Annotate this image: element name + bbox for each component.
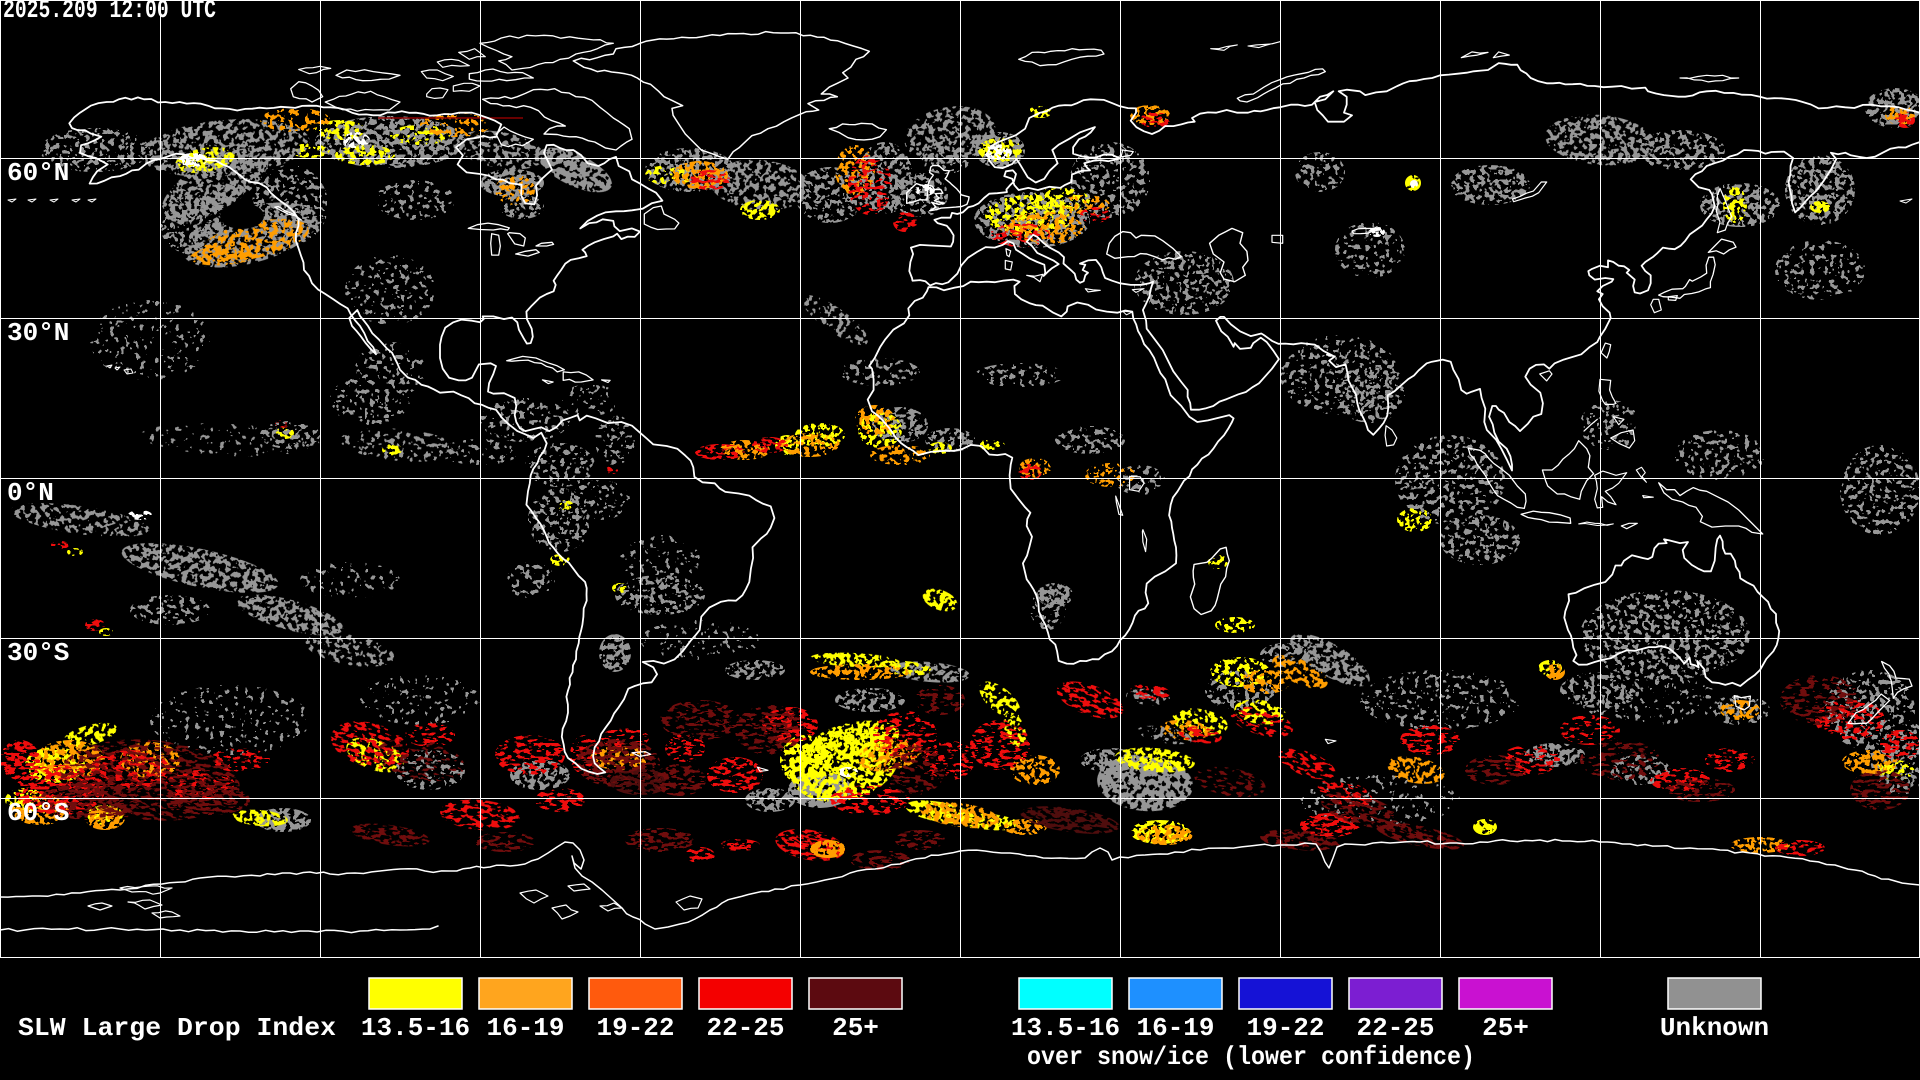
svg-text:16-19: 16-19 [486, 1013, 564, 1043]
svg-text:Unknown: Unknown [1660, 1013, 1769, 1043]
svg-text:22-25: 22-25 [1356, 1013, 1434, 1043]
svg-text:over snow/ice (lower confidenc: over snow/ice (lower confidence) [1027, 1042, 1475, 1072]
svg-text:30°S: 30°S [7, 638, 69, 668]
svg-text:25+: 25+ [1482, 1013, 1529, 1043]
svg-text:13.5-16: 13.5-16 [1011, 1013, 1120, 1043]
svg-text:13.5-16: 13.5-16 [361, 1013, 470, 1043]
svg-text:2025.209 12:00 UTC: 2025.209 12:00 UTC [3, 0, 216, 25]
svg-text:25+: 25+ [832, 1013, 879, 1043]
svg-text:0°N: 0°N [7, 478, 54, 508]
svg-text:60°S: 60°S [7, 798, 69, 828]
svg-text:19-22: 19-22 [596, 1013, 674, 1043]
svg-text:19-22: 19-22 [1246, 1013, 1324, 1043]
svg-text:16-19: 16-19 [1136, 1013, 1214, 1043]
svg-text:SLW Large Drop Index: SLW Large Drop Index [18, 1013, 336, 1043]
svg-text:22-25: 22-25 [706, 1013, 784, 1043]
svg-text:30°N: 30°N [7, 318, 69, 348]
svg-text:60°N: 60°N [7, 158, 69, 188]
